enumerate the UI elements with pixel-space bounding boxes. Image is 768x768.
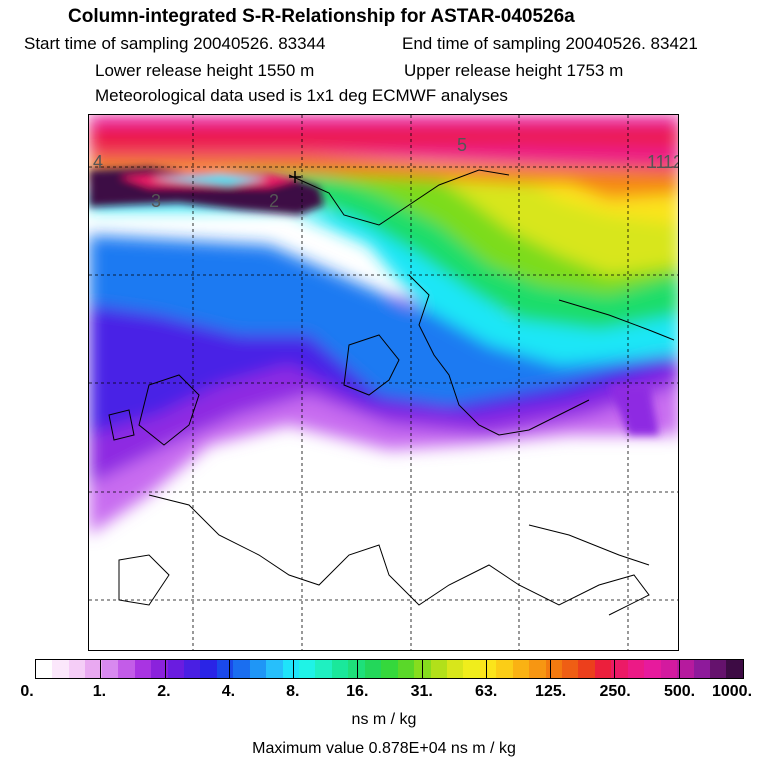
colorbar-segment (545, 660, 562, 678)
colorbar-segment (479, 660, 497, 678)
colorbar-segment (249, 660, 267, 678)
upper-height-text: Upper release height 1753 m (404, 61, 624, 80)
colorbar-segment (331, 660, 349, 678)
colorbar-tick-label: 31. (410, 683, 433, 700)
trajectory-label: 2 (269, 191, 279, 211)
colorbar-segment (167, 660, 184, 678)
colorbar-tick-label: 1000. (711, 683, 753, 700)
colorbar-segment (496, 660, 513, 678)
colorbar-segment (627, 660, 645, 678)
colorbar-segment (183, 660, 201, 678)
colorbar-segment (348, 660, 365, 678)
colorbar-segment (529, 660, 546, 678)
colorbar-segment (446, 660, 464, 678)
colorbar-segment (709, 660, 727, 678)
colorbar-divider (100, 660, 102, 678)
colorbar-segment (726, 660, 743, 678)
colorbar-segment (315, 660, 332, 678)
map-grid (89, 115, 678, 650)
colorbar-divider (614, 660, 616, 678)
colorbar-divider (550, 660, 552, 678)
sensitivity-map: 4 3 2 5 11 12 (89, 115, 679, 650)
colorbar-segment (430, 660, 447, 678)
colorbar-segment (381, 660, 398, 678)
colorbar-segment (364, 660, 382, 678)
colorbar-segment (578, 660, 595, 678)
maximum-value-text: Maximum value 0.878E+04 ns m / kg (252, 740, 516, 757)
colorbar-tick-label: 4. (221, 683, 236, 700)
colorbar-segment (36, 660, 53, 678)
colorbar-divider (293, 660, 295, 678)
lower-height-text: Lower release height 1550 m (95, 61, 315, 80)
colorbar-segment (644, 660, 661, 678)
colorbar-segment (677, 660, 694, 678)
colorbar-divider (678, 660, 680, 678)
colorbar-segment (52, 660, 69, 678)
colorbar-segment (299, 660, 316, 678)
colorbar-divider (357, 660, 359, 678)
colorbar-tick-label: 2. (157, 683, 171, 700)
colorbar-segment (68, 660, 86, 678)
chart-title: Column-integrated S-R-Relationship for A… (68, 6, 575, 27)
met-data-text: Meteorological data used is 1x1 deg ECMW… (95, 86, 508, 105)
colorbar-segment (512, 660, 530, 678)
colorbar-segment (151, 660, 168, 678)
colorbar-segment (233, 660, 250, 678)
colorbar-tick-label: 16. (346, 683, 369, 700)
trajectory-label: 4 (93, 152, 103, 172)
trajectory-label: 11 (647, 152, 666, 172)
colorbar-segment (463, 660, 480, 678)
colorbar-segment (562, 660, 579, 678)
release-point-marker (289, 171, 301, 183)
colorbar-segment (693, 660, 710, 678)
colorbar-segment (594, 660, 612, 678)
colorbar-segment (660, 660, 678, 678)
map-panel: 4 3 2 5 11 12 (88, 114, 679, 651)
colorbar-segment (216, 660, 234, 678)
trajectory-label: 12 (663, 152, 679, 172)
colorbar-tick-label: 1. (92, 683, 107, 700)
colorbar-segment (118, 660, 135, 678)
colorbar-tick-label: 8. (286, 683, 300, 700)
colorbar-segment (282, 660, 299, 678)
end-time-text: End time of sampling 20040526. 83421 (402, 34, 698, 53)
colorbar-segment (266, 660, 283, 678)
colorbar-unit: ns m / kg (351, 711, 417, 728)
colorbar-divider (164, 660, 166, 678)
colorbar-segment (200, 660, 217, 678)
coastlines (108, 169, 675, 616)
colorbar-segment (85, 660, 102, 678)
colorbar-tick-label: 500. (663, 683, 696, 700)
colorbar-segment (134, 660, 152, 678)
start-time-text: Start time of sampling 20040526. 83344 (24, 34, 326, 53)
colorbar-tick-label: 63. (475, 683, 498, 700)
colorbar-divider (421, 660, 423, 678)
colorbar-divider (228, 660, 230, 678)
colorbar (35, 659, 744, 679)
trajectory-label: 5 (457, 135, 467, 155)
colorbar-tick-label: 250. (599, 683, 631, 700)
colorbar-segment (397, 660, 415, 678)
colorbar-divider (485, 660, 487, 678)
colorbar-tick-label: 0. (20, 683, 34, 700)
colorbar-tick-label: 125. (535, 683, 567, 700)
trajectory-label: 3 (151, 191, 161, 211)
colorbar-segment (101, 660, 119, 678)
